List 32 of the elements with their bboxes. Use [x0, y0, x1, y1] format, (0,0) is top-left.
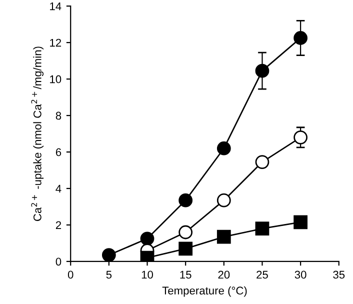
point: [178, 193, 193, 208]
x-tick-label: 20: [218, 270, 230, 279]
x-tick-label: 10: [142, 270, 153, 279]
x-tick-label: 5: [106, 270, 112, 279]
y-tick-label: 14: [50, 2, 62, 10]
point: [294, 130, 308, 144]
point: [294, 31, 308, 45]
x-tick-label: 0: [68, 270, 74, 279]
point: [178, 225, 193, 240]
x-tick-label: 25: [256, 270, 268, 279]
y-tick-label: 12: [50, 38, 62, 47]
y-tick-label: 2: [56, 221, 62, 229]
point: [216, 141, 231, 156]
y-tick-label: 10: [50, 75, 62, 84]
point: [140, 232, 154, 246]
point: [102, 248, 116, 262]
point: [255, 155, 270, 169]
point: [178, 242, 193, 256]
point: [216, 193, 231, 208]
x-tick-label: 30: [294, 270, 306, 279]
x-axis-title: Temperature (°C): [162, 286, 247, 297]
y-axis-title: Ca$^{2+}$ -uptake (nmol Ca$^{2+}$/mg/min): [31, 46, 44, 221]
x-tick-label: 35: [333, 270, 345, 279]
x-tick-label: 15: [180, 270, 192, 279]
y-tick-label: 4: [56, 184, 62, 193]
point: [216, 230, 231, 244]
point: [294, 215, 308, 230]
y-tick-label: 8: [56, 112, 62, 120]
y-tick-label: 6: [56, 148, 62, 156]
point: [255, 64, 270, 78]
y-tick-label: 0: [56, 258, 62, 266]
point: [255, 222, 270, 236]
